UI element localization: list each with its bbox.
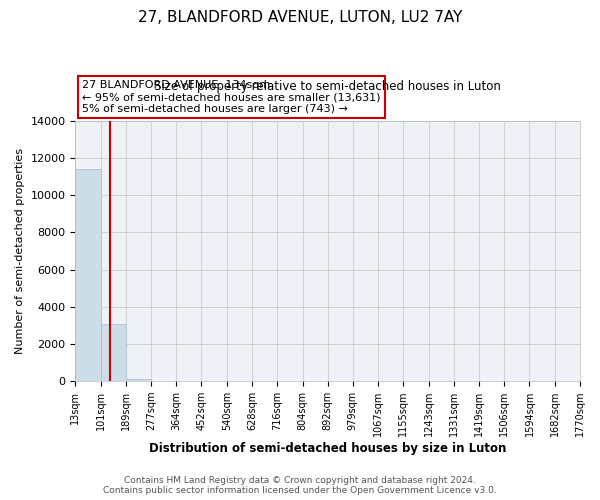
Text: Contains HM Land Registry data © Crown copyright and database right 2024.
Contai: Contains HM Land Registry data © Crown c… [103,476,497,495]
X-axis label: Distribution of semi-detached houses by size in Luton: Distribution of semi-detached houses by … [149,442,506,455]
Text: 27 BLANDFORD AVENUE: 134sqm
← 95% of semi-detached houses are smaller (13,631)
5: 27 BLANDFORD AVENUE: 134sqm ← 95% of sem… [82,80,381,114]
Title: Size of property relative to semi-detached houses in Luton: Size of property relative to semi-detach… [154,80,501,93]
Text: 27, BLANDFORD AVENUE, LUTON, LU2 7AY: 27, BLANDFORD AVENUE, LUTON, LU2 7AY [138,10,462,25]
Bar [101,324,126,381]
Y-axis label: Number of semi-detached properties: Number of semi-detached properties [15,148,25,354]
Bar [126,379,151,381]
Bar [76,169,101,381]
